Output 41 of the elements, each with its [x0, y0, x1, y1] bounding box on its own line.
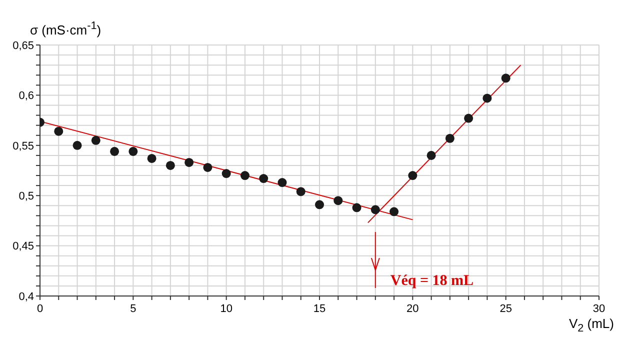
point: [278, 178, 287, 188]
point: [426, 150, 436, 160]
point: [352, 203, 362, 212]
point: [72, 140, 82, 150]
point: [501, 74, 510, 83]
y-axis-title: σ (mS·cm$^{-1}$): [30, 20, 102, 38]
x-tick-label: 5: [130, 303, 136, 315]
point: [222, 169, 231, 178]
x-tick-label: 0: [36, 303, 44, 315]
x-tick-label: 20: [406, 303, 419, 315]
point: [147, 154, 156, 163]
x-tick-label: 30: [592, 303, 606, 315]
y-tick-label: 0,45: [12, 240, 34, 253]
point: [390, 207, 399, 216]
point: [110, 146, 120, 156]
point: [370, 205, 380, 214]
point: [296, 187, 306, 196]
point: [184, 158, 194, 167]
point: [166, 160, 175, 170]
point: [408, 171, 418, 180]
point: [464, 114, 474, 123]
y-tick-label: 0,5: [18, 190, 34, 203]
x-tick-label: 15: [313, 303, 326, 315]
x-tick-label: 10: [220, 303, 232, 315]
y-tick-label: 0,55: [12, 140, 34, 152]
point: [54, 126, 64, 136]
point: [91, 136, 100, 145]
y-tick-label: 0,6: [18, 90, 34, 102]
point: [445, 134, 454, 143]
point: [128, 146, 138, 156]
point: [334, 196, 343, 206]
ref-line-label: Véq = 18 mL: [390, 273, 474, 289]
x-axis-title: V$_{2}$ (mL): [568, 316, 614, 335]
point: [259, 174, 268, 184]
point: [482, 94, 492, 103]
point: [203, 162, 212, 172]
x-tick-label: 25: [500, 303, 512, 315]
y-tick-label: 0,4: [18, 290, 34, 303]
point: [314, 200, 324, 210]
y-tick-label: 0,65: [12, 40, 34, 52]
point: [240, 171, 250, 180]
